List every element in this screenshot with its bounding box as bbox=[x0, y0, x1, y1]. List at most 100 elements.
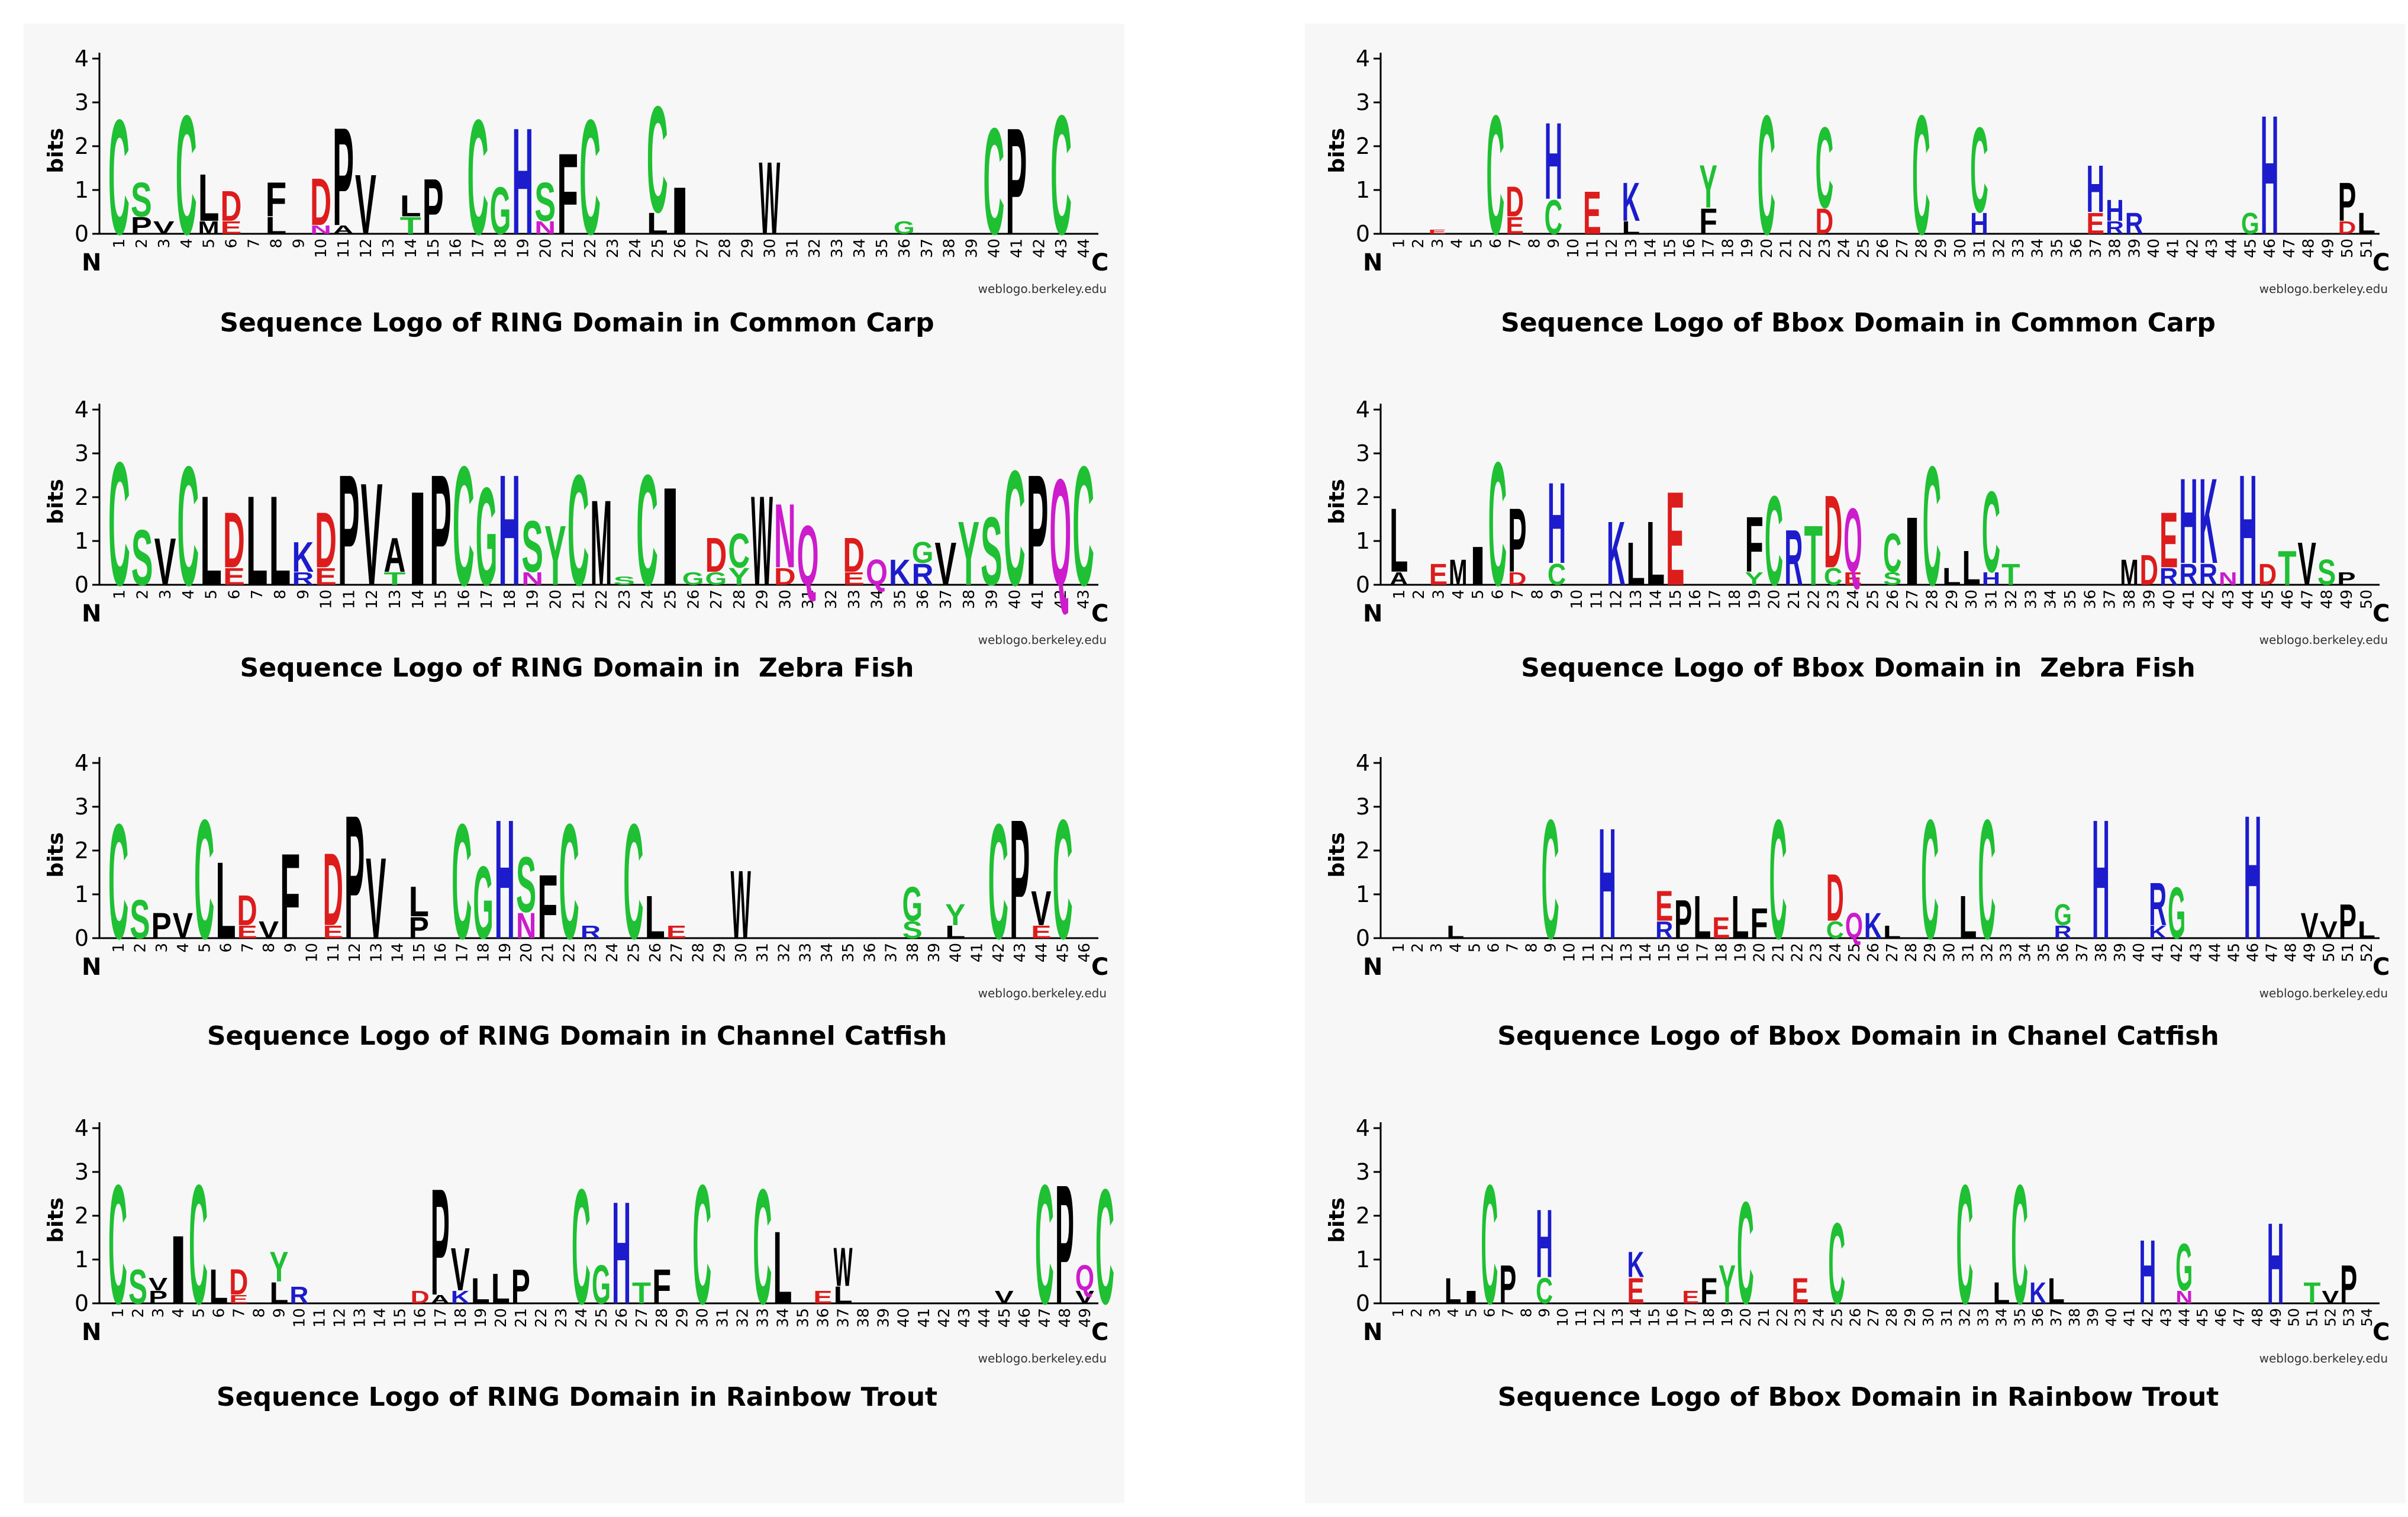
x-position-label: 18 bbox=[1719, 239, 1737, 258]
logo-letter-L: L bbox=[269, 1276, 288, 1310]
y-axis-label: bits bbox=[1325, 1197, 1349, 1243]
logo-letter-P: P bbox=[1508, 489, 1526, 591]
y-tick-label: 4 bbox=[75, 46, 89, 72]
x-position-label: 21 bbox=[1785, 590, 1803, 609]
y-tick-label: 4 bbox=[75, 750, 89, 776]
logo-letter-M: M bbox=[1449, 552, 1467, 592]
x-position-label: 43 bbox=[2157, 1308, 2174, 1326]
logo-letter-C: C bbox=[1923, 431, 1941, 621]
x-position-label: 27 bbox=[668, 943, 686, 962]
logo-letter-L: L bbox=[645, 884, 665, 952]
x-position-label: 6 bbox=[1490, 590, 1507, 600]
x-position-label: 16 bbox=[1681, 239, 1698, 258]
logo-letter-D: D bbox=[237, 887, 257, 934]
x-position-label: 30 bbox=[1963, 590, 1981, 609]
y-tick-label: 1 bbox=[1356, 1247, 1370, 1273]
logo-letter-G: G bbox=[2175, 1229, 2193, 1305]
y-tick-label: 3 bbox=[1356, 440, 1370, 466]
x-position-label: 39 bbox=[2126, 239, 2143, 258]
logo-caption: Sequence Logo of RING Domain in Rainbow … bbox=[216, 1382, 938, 1412]
x-position-label: 7 bbox=[1509, 590, 1527, 600]
x-position-label: 34 bbox=[774, 1308, 792, 1328]
y-tick-label: 0 bbox=[1356, 1290, 1370, 1316]
x-position-label: 28 bbox=[1913, 239, 1931, 258]
logo-letter-C: C bbox=[1481, 1149, 1498, 1340]
logo-letter-Y: Y bbox=[958, 502, 979, 604]
logo-letter-F: F bbox=[1699, 201, 1717, 241]
x-position-label: 3 bbox=[157, 590, 175, 600]
c-terminus-label: C bbox=[2372, 249, 2390, 276]
x-position-label: 34 bbox=[2042, 590, 2060, 609]
x-position-label: 11 bbox=[1580, 943, 1598, 962]
logo-letter-G: G bbox=[592, 1254, 611, 1315]
logo-letter-N: N bbox=[310, 223, 331, 237]
x-position-label: 39 bbox=[963, 239, 981, 258]
x-position-label: 17 bbox=[478, 590, 496, 609]
x-position-label: 33 bbox=[754, 1308, 772, 1328]
logo-letter-K: K bbox=[889, 552, 911, 592]
logo-letter-E: E bbox=[1682, 1287, 1699, 1307]
logo-letter-S: S bbox=[534, 172, 556, 233]
x-position-label: 29 bbox=[711, 943, 729, 962]
y-tick-label: 4 bbox=[1356, 1115, 1370, 1141]
x-position-label: 31 bbox=[1983, 590, 2001, 609]
logo-letter-Y: Y bbox=[945, 897, 965, 932]
x-position-label: 35 bbox=[2062, 590, 2080, 609]
logo-letter-L: L bbox=[945, 922, 965, 942]
x-position-label: 13 bbox=[1618, 943, 1636, 962]
y-tick-label: 1 bbox=[75, 881, 89, 907]
logo-letter-V: V bbox=[355, 157, 376, 252]
x-position-label: 3 bbox=[153, 943, 171, 953]
logo-letter-E: E bbox=[2086, 206, 2104, 240]
logo-caption: Sequence Logo of RING Domain in Channel … bbox=[207, 1021, 947, 1051]
logo-letter-P: P bbox=[2340, 1254, 2357, 1315]
x-position-label: 15 bbox=[425, 239, 443, 258]
x-position-label: 17 bbox=[432, 1308, 450, 1328]
x-position-label: 2 bbox=[130, 1308, 147, 1318]
logo-letter-V: V bbox=[1031, 881, 1051, 936]
logo-letter-K: K bbox=[2149, 922, 2167, 942]
x-position-label: 3 bbox=[1430, 590, 1448, 600]
y-tick-label: 0 bbox=[1356, 572, 1370, 598]
x-position-label: 16 bbox=[412, 1308, 430, 1328]
logo-letter-H: H bbox=[2243, 780, 2261, 977]
logo-letter-E: E bbox=[229, 1293, 248, 1306]
x-position-label: 21 bbox=[559, 239, 577, 258]
logo-letter-S: S bbox=[128, 1260, 147, 1314]
logo-letter-C: C bbox=[1488, 426, 1507, 623]
x-position-label: 14 bbox=[402, 239, 420, 258]
logo-letter-A: A bbox=[333, 223, 354, 237]
logo-letter-R: R bbox=[289, 1281, 308, 1309]
n-terminus-label: N bbox=[82, 600, 101, 627]
x-position-label: 8 bbox=[1517, 1308, 1535, 1318]
logo-letter-P: P bbox=[1499, 1254, 1516, 1315]
x-position-label: 9 bbox=[290, 239, 308, 249]
logo-letter-F: F bbox=[1750, 900, 1768, 948]
y-tick-label: 3 bbox=[75, 794, 89, 820]
x-position-label: 34 bbox=[2029, 239, 2047, 258]
logo-letter-L: L bbox=[246, 469, 268, 612]
x-position-label: 18 bbox=[452, 1308, 470, 1328]
x-position-label: 50 bbox=[2358, 590, 2375, 609]
logo-letter-L: L bbox=[1446, 922, 1464, 942]
logo-letter-D: D bbox=[1824, 474, 1842, 590]
logo-letter-L: L bbox=[400, 189, 421, 223]
x-position-label: 14 bbox=[1642, 239, 1660, 258]
x-position-label: 28 bbox=[1924, 590, 1942, 609]
x-position-label: 32 bbox=[1956, 1308, 1974, 1326]
logo-letter-L: L bbox=[1626, 530, 1645, 598]
logo-letter-T: T bbox=[2278, 541, 2296, 595]
x-position-label: 45 bbox=[2259, 590, 2277, 609]
x-position-label: 6 bbox=[1481, 1308, 1498, 1318]
logo-letter-N: N bbox=[516, 905, 536, 946]
x-position-label: 15 bbox=[1646, 1308, 1663, 1326]
logo-letter-S: S bbox=[131, 173, 152, 227]
logo-letter-D: D bbox=[1826, 860, 1844, 935]
x-position-label: 20 bbox=[492, 1308, 510, 1328]
y-tick-label: 3 bbox=[75, 440, 89, 466]
x-position-label: 23 bbox=[1825, 590, 1843, 609]
logo-letter-P: P bbox=[1010, 784, 1030, 975]
x-position-label: 45 bbox=[2242, 239, 2260, 258]
